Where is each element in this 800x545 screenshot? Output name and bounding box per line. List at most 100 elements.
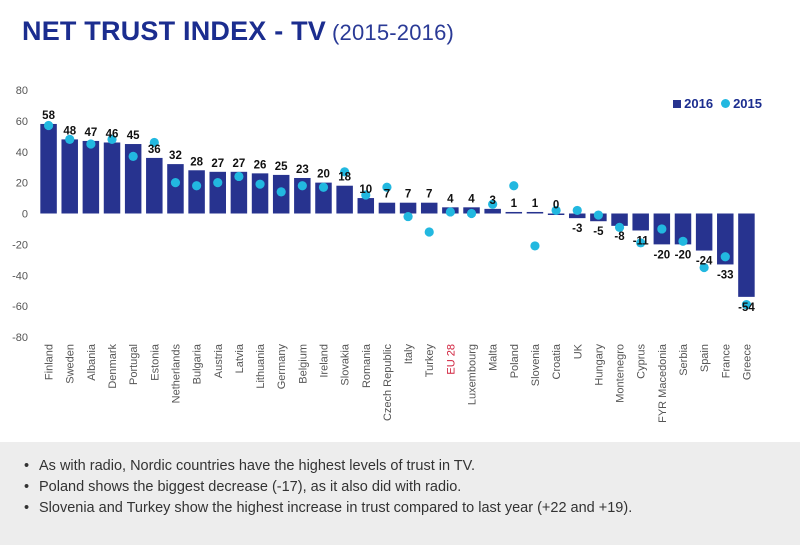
dot-2015 [340, 167, 350, 177]
x-category-label: Greece [741, 344, 753, 380]
data-label: 7 [384, 189, 390, 201]
y-tick-label: -20 [12, 239, 28, 251]
data-label: 1 [511, 198, 518, 210]
bar-2016 [251, 173, 269, 214]
dot-2015 [234, 171, 244, 182]
data-label: 4 [447, 193, 454, 205]
y-tick-label: 40 [16, 147, 28, 159]
dot-2015 [43, 120, 54, 131]
dot-2015 [551, 205, 561, 216]
y-tick-label: 0 [22, 209, 28, 221]
x-category-label: Slovakia [340, 343, 352, 385]
x-category-label: Spain [699, 344, 711, 372]
x-category-label: Latvia [234, 343, 246, 373]
data-label: -5 [593, 226, 604, 238]
y-tick-label: 80 [16, 85, 28, 97]
data-label: 4 [468, 193, 475, 205]
data-label: 7 [426, 189, 432, 201]
dot-2015 [86, 139, 96, 149]
dot-2015 [170, 178, 181, 188]
x-category-label: Italy [403, 344, 415, 365]
chart-legend: 2016 2015 [673, 96, 762, 111]
dot-2015 [128, 151, 138, 161]
x-category-label: Estonia [149, 343, 161, 381]
x-category-label: Netherlands [170, 344, 182, 404]
x-category-label: Cyprus [636, 344, 648, 379]
dot-2015 [276, 187, 286, 197]
dot-2015 [445, 207, 455, 217]
data-label: 7 [405, 189, 411, 201]
dot-2015 [382, 182, 392, 192]
bar-2016 [526, 211, 544, 214]
x-category-label: Slovenia [530, 343, 542, 386]
data-label: -54 [738, 302, 755, 314]
dot-2015 [593, 210, 603, 220]
x-category-label: Finland [44, 344, 56, 380]
y-tick-label: -40 [12, 270, 28, 282]
data-label: 48 [63, 125, 76, 137]
dot-2015 [403, 211, 413, 222]
data-label: 45 [127, 130, 140, 142]
x-category-label: Germany [276, 344, 288, 390]
dot-2015 [657, 224, 667, 234]
data-label: -20 [675, 249, 692, 261]
x-category-label: Poland [509, 344, 521, 378]
x-category-label: Montenegro [615, 344, 627, 403]
data-label: 10 [359, 184, 372, 196]
dot-2015 [297, 181, 307, 191]
notes-list: As with radio, Nordic countries have the… [24, 456, 780, 519]
x-category-label: France [720, 344, 732, 378]
note-item: Slovenia and Turkey show the highest inc… [24, 498, 780, 519]
y-tick-label: 60 [16, 116, 28, 128]
bar-2016 [484, 208, 501, 214]
legend-label-2015: 2015 [733, 96, 762, 111]
dot-2015 [509, 181, 519, 191]
data-label: 26 [254, 159, 267, 171]
dot-2015 [636, 238, 646, 248]
bar-2016 [230, 171, 248, 214]
bar-2016 [505, 211, 523, 214]
y-tick-label: -60 [12, 301, 28, 313]
data-label: 25 [275, 161, 288, 173]
dot-2015 [65, 134, 75, 144]
x-category-label: Czech Republic [382, 344, 394, 422]
data-label: -33 [717, 269, 734, 281]
bar-2016 [611, 213, 628, 226]
data-label: 47 [84, 127, 97, 139]
legend-swatch-dot [721, 99, 731, 108]
bar-2016 [315, 182, 332, 214]
legend-label-2016: 2016 [684, 96, 714, 111]
dot-2015 [255, 179, 265, 189]
data-label: -20 [654, 249, 671, 261]
notes-panel: As with radio, Nordic countries have the… [0, 442, 800, 545]
chart-title-main: NET TRUST INDEX - TV [22, 16, 327, 46]
x-category-label: Luxembourg [467, 344, 479, 405]
bar-2016 [336, 185, 353, 214]
legend-swatch-bar [673, 99, 682, 108]
dot-2015 [530, 241, 540, 251]
x-category-label: UK [572, 343, 584, 359]
data-label: 3 [489, 195, 495, 207]
bar-2016 [378, 202, 396, 214]
x-category-label: FYR Macedonia [657, 343, 669, 423]
x-category-label: Albania [86, 343, 98, 381]
y-tick-label: -80 [12, 332, 28, 344]
x-category-label: Austria [213, 343, 225, 378]
bar-2016 [717, 213, 734, 265]
bar-2016 [357, 198, 375, 214]
x-category-label: Sweden [65, 344, 77, 384]
dot-2015 [318, 182, 329, 192]
x-category-label: EU 28 [445, 344, 457, 375]
bar-2016 [738, 213, 755, 297]
data-label: 46 [106, 128, 119, 140]
data-label: 23 [296, 164, 309, 176]
bar-2016 [695, 213, 713, 251]
data-label: 36 [148, 144, 161, 156]
x-category-label: Serbia [678, 343, 690, 376]
bar-2016 [82, 140, 100, 214]
note-item: Poland shows the biggest decrease (-17),… [24, 477, 780, 498]
dot-2015 [699, 262, 709, 273]
note-item: As with radio, Nordic countries have the… [24, 456, 780, 477]
x-category-label: Hungary [593, 344, 605, 386]
